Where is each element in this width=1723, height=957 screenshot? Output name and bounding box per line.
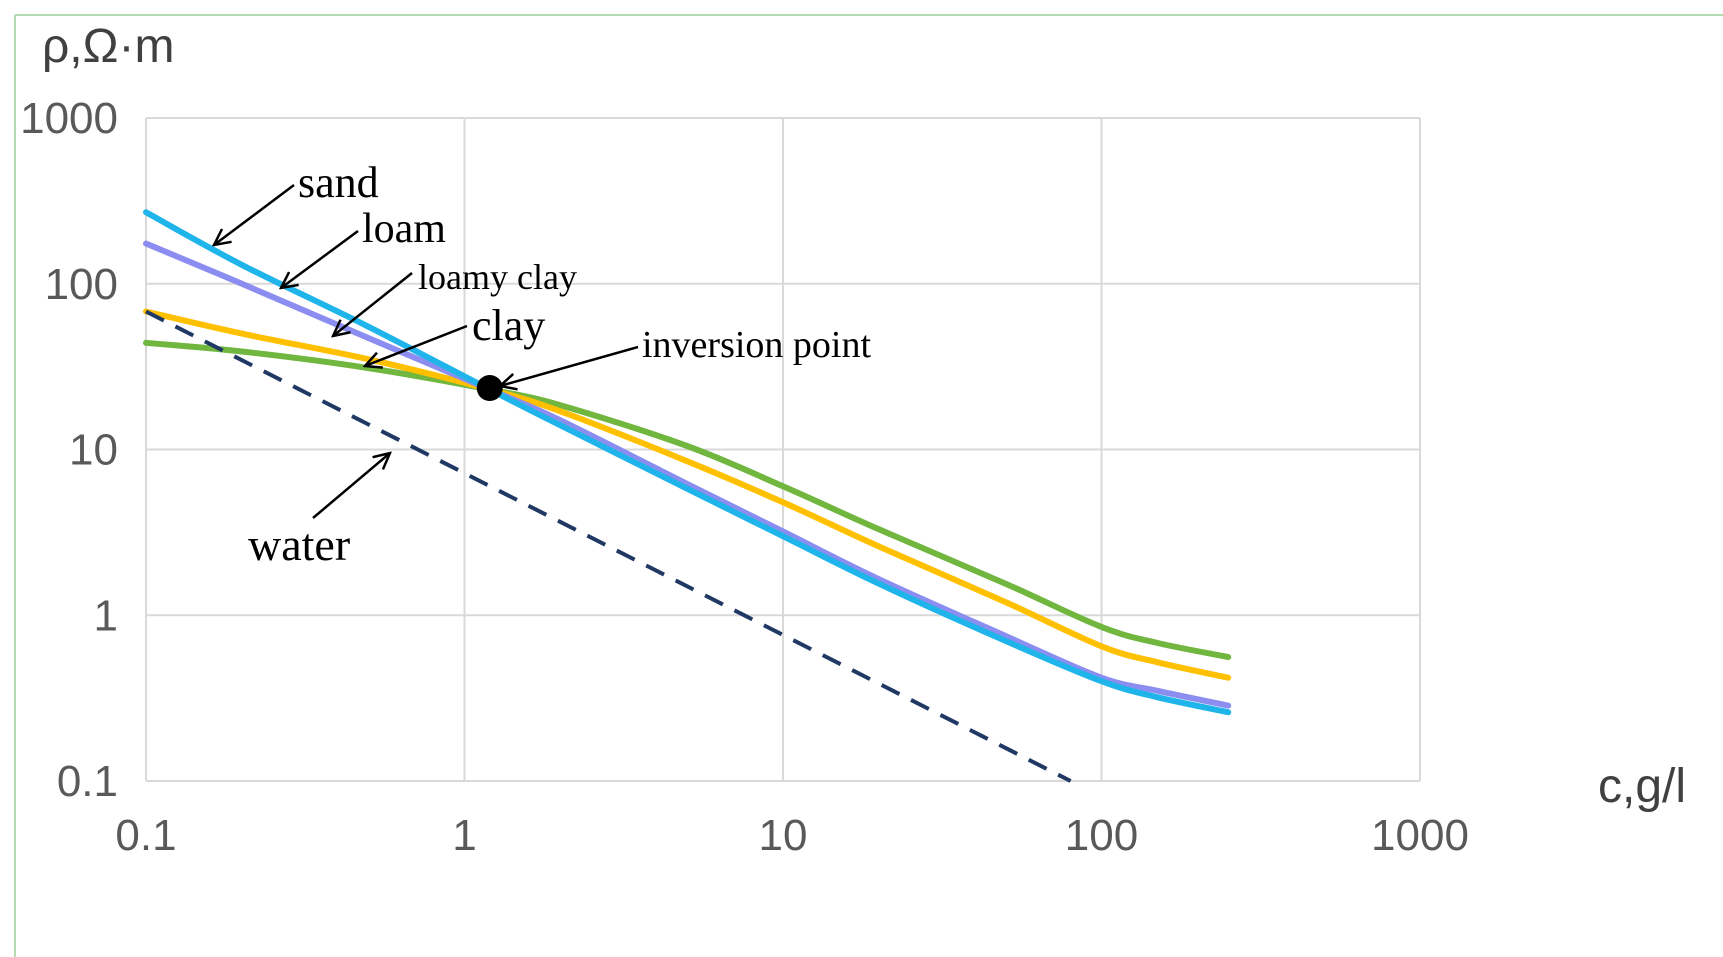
- inversion-point-label: inversion point: [642, 324, 871, 366]
- loam-series-line: [143, 240, 1232, 709]
- loam-label: loam: [362, 206, 446, 252]
- x-tick-label: 100: [1065, 811, 1138, 860]
- annotation-arrows: [214, 184, 639, 519]
- sand-label: sand: [298, 158, 379, 207]
- clay-arrow: [365, 324, 468, 366]
- water-series-line: [145, 309, 1072, 783]
- inversion-point-arrow: [500, 345, 639, 386]
- y-tick-label: 0.1: [57, 757, 118, 806]
- x-tick-label: 1000: [1371, 811, 1469, 860]
- water-arrow: [312, 453, 390, 519]
- tick-labels: 0.1 1 10 100 1000 1000 100 10 1 0.1: [20, 94, 1469, 860]
- clay-series-line: [143, 339, 1232, 660]
- x-tick-label: 0.1: [115, 811, 176, 860]
- y-tick-label: 1: [94, 591, 118, 640]
- loam-arrow: [281, 229, 359, 288]
- sand-arrow: [214, 184, 295, 245]
- sand-series-line: [143, 209, 1232, 716]
- y-tick-label: 100: [45, 260, 118, 309]
- inversion-point-marker: [476, 374, 503, 401]
- y-axis-label: ρ,Ω·m: [42, 20, 175, 73]
- x-axis-label: c,g/l: [1598, 760, 1686, 813]
- y-tick-label: 10: [69, 426, 118, 475]
- clay-label: clay: [472, 301, 545, 350]
- grid: [145, 117, 1421, 782]
- y-tick-label: 1000: [20, 94, 118, 143]
- loamy-clay-series-line: [143, 308, 1232, 681]
- loamy-clay-label: loamy clay: [418, 257, 577, 297]
- series-lines: [143, 209, 1232, 783]
- water-label: water: [248, 519, 350, 570]
- loamy-clay-arrow: [333, 272, 413, 336]
- x-tick-label: 10: [759, 811, 808, 860]
- x-tick-label: 1: [452, 811, 476, 860]
